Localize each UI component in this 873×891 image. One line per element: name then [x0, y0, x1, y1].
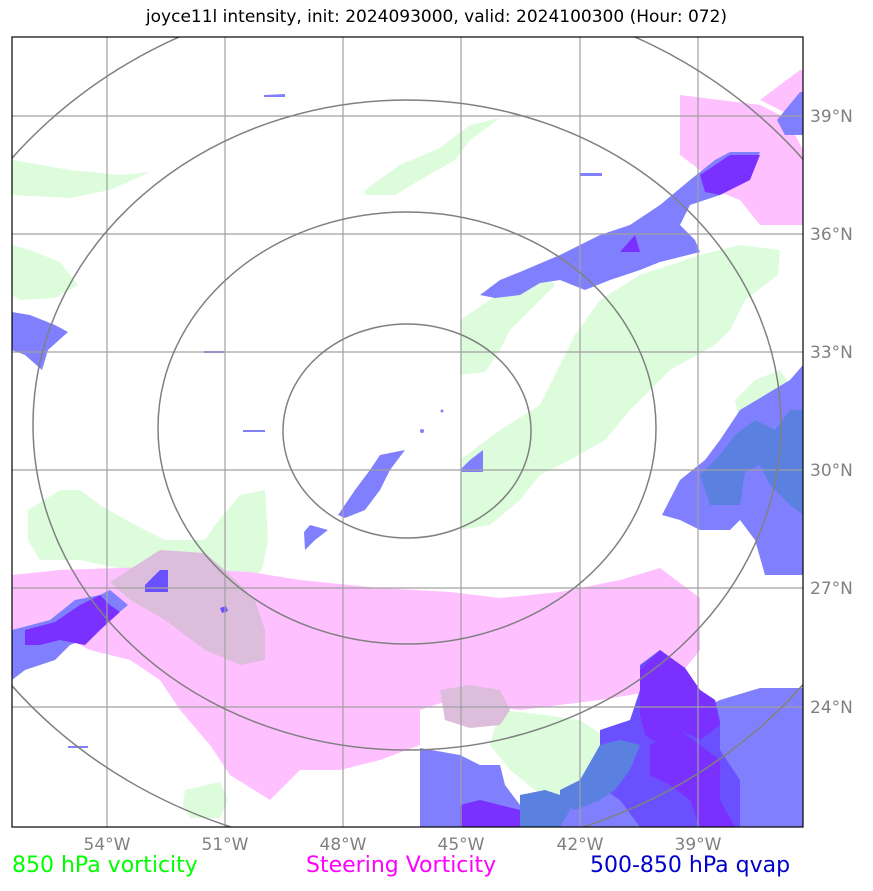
range-rings — [12, 37, 803, 827]
legend-steering-vorticity: Steering Vorticity — [306, 853, 497, 878]
vorticity-850-layer — [12, 118, 790, 818]
lat-tick-label: 33°N — [810, 343, 853, 363]
lon-tick-labels: 54°W 51°W 48°W 45°W 42°W 39°W — [84, 835, 722, 855]
plot-frame — [11, 36, 804, 828]
lon-tick-label: 45°W — [438, 835, 485, 855]
lon-tick-label: 48°W — [320, 835, 367, 855]
storm-marker — [420, 429, 424, 433]
storm-marker — [440, 409, 444, 413]
lat-tick-label: 36°N — [810, 225, 853, 245]
map-title: joyce11l intensity, init: 2024093000, va… — [145, 7, 728, 27]
lat-tick-label: 27°N — [810, 579, 853, 599]
lat-tick-labels: 39°N 36°N 33°N 30°N 27°N 24°N — [810, 107, 853, 718]
lat-tick-label: 30°N — [810, 461, 853, 481]
lon-tick-label: 42°W — [557, 835, 604, 855]
lon-tick-label: 51°W — [202, 835, 249, 855]
lat-lon-grid — [12, 37, 803, 827]
lat-tick-label: 39°N — [810, 107, 853, 127]
lon-tick-label: 54°W — [84, 835, 131, 855]
lon-tick-label: 39°W — [675, 835, 722, 855]
legend-850-vorticity: 850 hPa vorticity — [12, 853, 198, 878]
legend-qvap: 500-850 hPa qvap — [590, 853, 791, 878]
lat-tick-label: 24°N — [810, 698, 853, 718]
